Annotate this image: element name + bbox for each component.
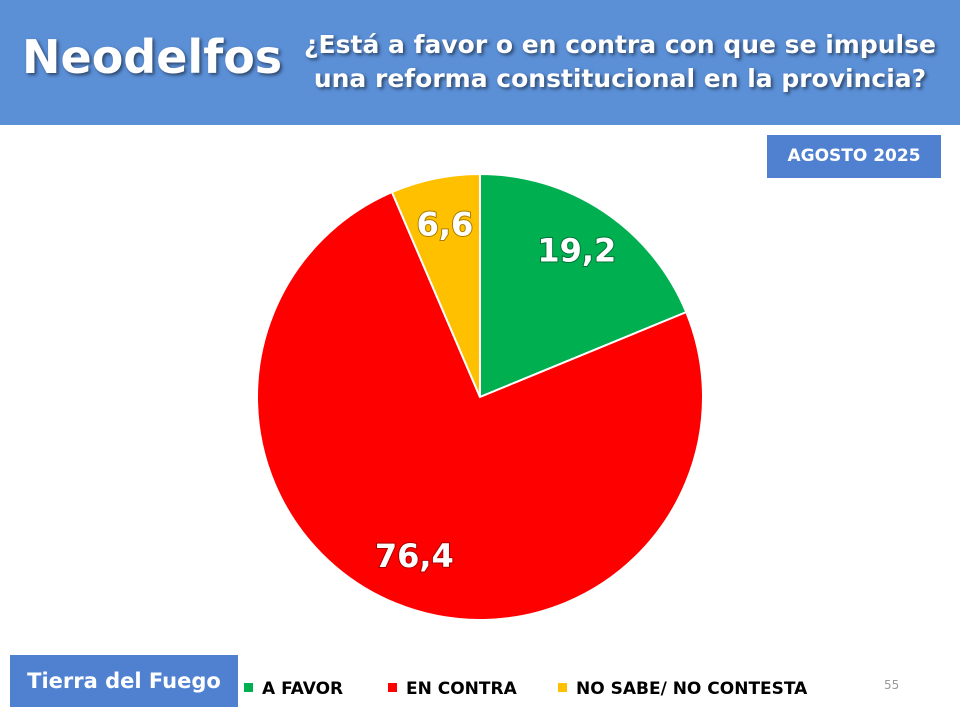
pie-slice [256,190,704,621]
legend-swatch [558,683,567,692]
brand: Neodelfos [22,30,283,84]
chart-title: ¿Está a favor o en contra con que se imp… [304,30,936,93]
data-label: 19,2 [537,231,616,269]
page-number: 55 [884,678,900,692]
pie-slice [479,172,688,399]
region-badge: Tierra del Fuego [10,655,238,707]
pie-slice [390,172,481,398]
legend-label: NO SABE/ NO CONTESTA [576,679,808,699]
legend-swatch [388,683,397,692]
header-bar [0,0,960,125]
legend-label: EN CONTRA [406,679,518,699]
legend-label: A FAVOR [262,679,343,699]
legend-swatch [244,683,253,692]
data-label: 6,6 [417,206,474,244]
data-label: 76,4 [375,537,454,575]
date-badge: AGOSTO 2025 [767,135,941,178]
